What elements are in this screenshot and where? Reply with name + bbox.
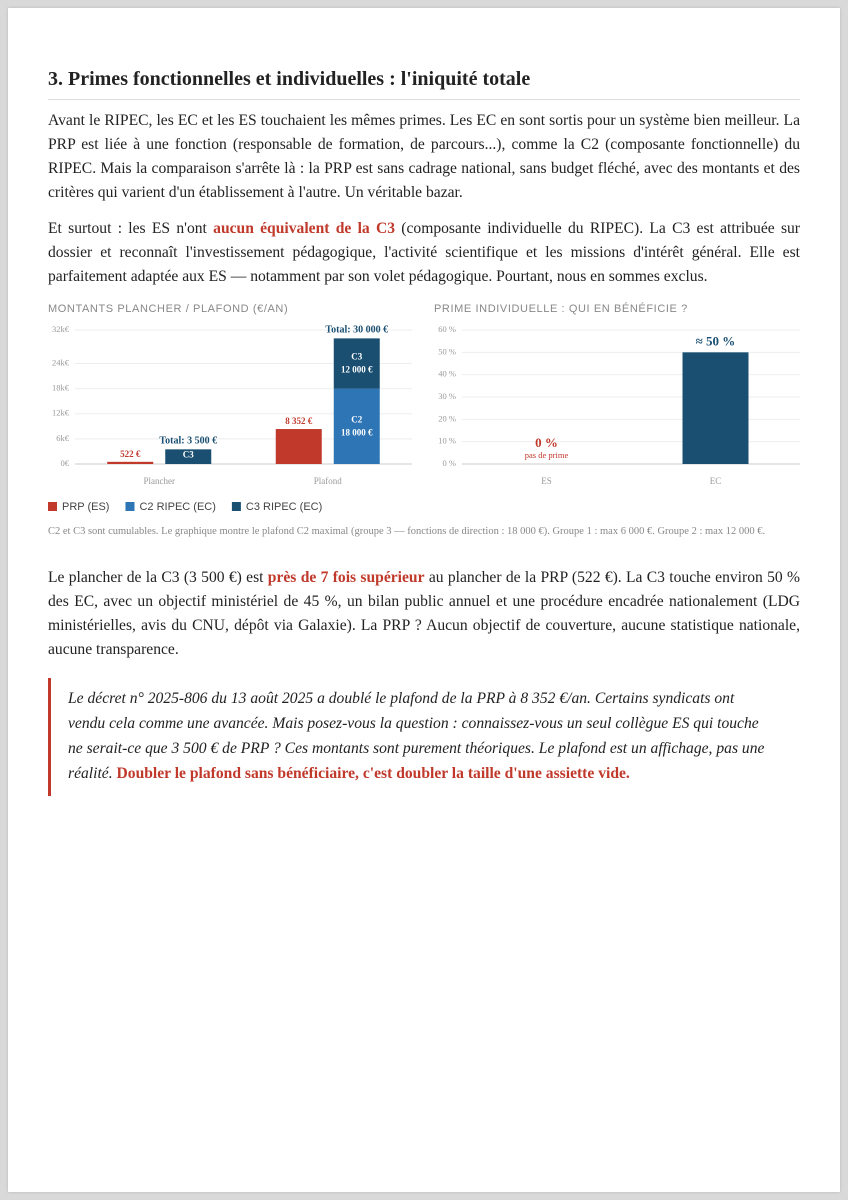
y-tick-label: 10 % [438,436,456,446]
y-tick-label: 12k€ [52,408,70,418]
y-tick-label: 18k€ [52,383,70,393]
y-tick-label: 6k€ [56,433,70,443]
highlight: Doubler le plafond sans bénéficiaire, c'… [116,765,630,782]
chart-title: PRIME INDIVIDUELLE : QUI EN BÉNÉFICIE ? [434,302,688,315]
value-label: 12 000 € [341,365,373,375]
bar [275,429,322,464]
segment-name: C2 [351,414,362,424]
text: Le plancher de la C3 (3 500 €) est [48,569,268,586]
y-tick-label: 20 % [438,413,456,423]
paragraph: Le plancher de la C3 (3 500 €) est près … [48,566,800,662]
legend-label: C3 RIPEC (EC) [246,501,322,513]
caption: C2 et C3 sont cumulables. Le graphique m… [48,526,766,537]
paragraph: Et surtout : les ES n'ont aucun équivale… [48,217,800,289]
y-tick-label: 40 % [438,369,456,379]
text: Avant le RIPEC, les EC et les ES touchai… [48,112,800,201]
bar [682,352,749,464]
y-tick-label: 24k€ [52,357,70,367]
highlight: près de 7 fois supérieur [267,569,425,586]
bar-segment [333,388,380,464]
value-note: pas de prime [525,450,569,460]
heading: 3. Primes fonctionnelles et individuelle… [48,68,800,100]
bar [107,461,154,464]
paragraph: Avant le RIPEC, les EC et les ES touchai… [48,109,800,205]
value-label: ≈ 50 % [696,333,736,348]
x-tick-label: Plafond [314,476,342,486]
total-label: Total: 3 500 € [159,436,217,447]
total-label: Total: 30 000 € [325,325,388,336]
value-label: 8 352 € [285,416,313,426]
value-label: 522 € [120,449,141,459]
legend-label: C2 RIPEC (EC) [139,501,215,513]
text: (composante individuelle du RIPEC). La C… [48,220,801,285]
text: au plancher de la PRP (522 €). La C3 tou… [48,569,800,658]
legend-swatch [48,502,57,511]
value-label: 0 % [535,435,558,450]
segment-name: C3 [183,449,194,459]
bar-segment [333,338,380,389]
y-tick-label: 60 % [438,324,456,334]
quote: Le décret n° 2025-806 du 13 août 2025 a … [48,678,768,796]
y-tick-label: 0€ [61,458,70,468]
bar-segment [165,449,212,464]
chart-title: MONTANTS PLANCHER / PLAFOND (€/AN) [48,303,288,315]
segment-name: C3 [351,352,362,362]
y-tick-label: 0 % [443,458,456,468]
x-tick-label: ES [541,476,552,486]
highlight: aucun équivalent de la C3 [213,220,396,237]
legend-swatch [231,502,241,511]
text: Et surtout : les ES n'ont [48,220,214,237]
legend-swatch [125,502,135,511]
text: Le décret n° 2025-806 du 13 août 2025 a … [68,690,765,782]
x-tick-label: EC [710,476,722,486]
y-tick-label: 30 % [438,391,456,401]
legend-label: PRP (ES) [62,501,109,513]
x-tick-label: Plancher [144,476,176,486]
y-tick-label: 32k€ [52,324,70,334]
card [8,8,840,1192]
value-label: 18 000 € [341,427,373,437]
y-tick-label: 50 % [438,346,456,356]
